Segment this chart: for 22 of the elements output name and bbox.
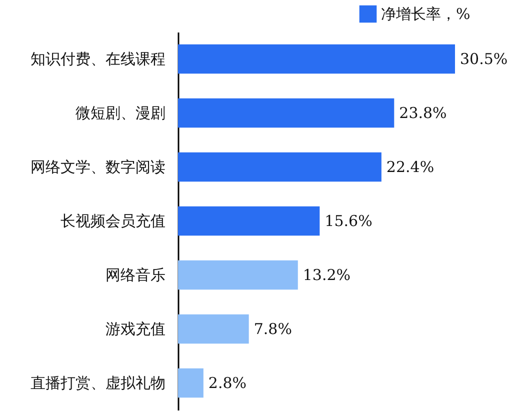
data-label: 23.8% [399, 104, 447, 122]
bar [178, 44, 455, 74]
data-label: 30.5% [460, 50, 508, 68]
data-label: 2.8% [208, 374, 247, 392]
y-tick-label: 网络音乐 [106, 266, 166, 284]
bar [178, 260, 298, 290]
bar [178, 152, 382, 182]
data-label: 13.2% [302, 266, 351, 284]
bar [178, 98, 394, 128]
y-tick-label: 游戏充值 [106, 320, 166, 338]
y-tick-label: 微短剧、漫剧 [76, 104, 166, 122]
y-tick-label: 网络文学、数字阅读 [30, 158, 166, 176]
bar [178, 368, 204, 398]
data-label: 15.6% [324, 212, 372, 230]
data-label: 7.8% [254, 320, 292, 338]
y-tick-label: 直播打赏、虚拟礼物 [30, 374, 166, 392]
bar [178, 206, 320, 236]
data-label: 22.4% [386, 158, 434, 176]
legend-label: 净增长率，% [381, 5, 470, 23]
y-tick-label: 长视频会员充值 [60, 212, 166, 230]
y-tick-label: 知识付费、在线课程 [30, 50, 166, 68]
bar [178, 314, 249, 344]
